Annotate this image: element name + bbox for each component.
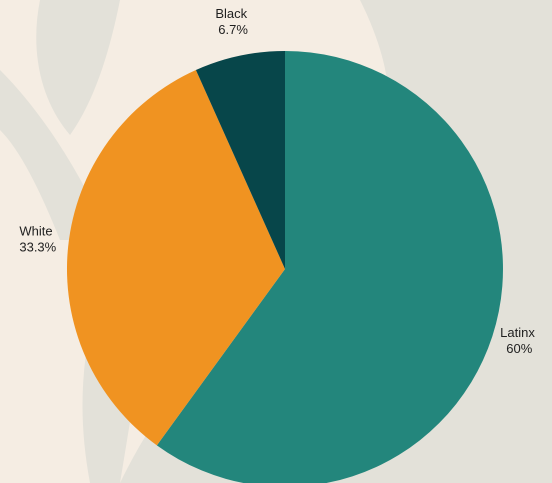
pie-slices bbox=[66, 51, 503, 483]
slice-latinx bbox=[156, 51, 503, 483]
pie-labels: Latinx 60% White 33.3% Black 6.7% bbox=[19, 6, 538, 356]
slice-name-white: White bbox=[19, 223, 52, 238]
slice-value-black: 6.7% bbox=[218, 22, 248, 37]
slice-name-black: Black bbox=[215, 6, 247, 21]
slice-name-latinx: Latinx bbox=[500, 325, 535, 340]
slice-black bbox=[195, 51, 285, 269]
slice-label-latinx: Latinx 60% bbox=[500, 325, 538, 356]
slice-value-white: 33.3% bbox=[19, 239, 56, 254]
slice-value-latinx: 60% bbox=[506, 341, 532, 356]
slice-label-white: White 33.3% bbox=[19, 223, 56, 254]
slice-white bbox=[66, 70, 285, 446]
slice-label-black: Black 6.7% bbox=[215, 6, 250, 37]
